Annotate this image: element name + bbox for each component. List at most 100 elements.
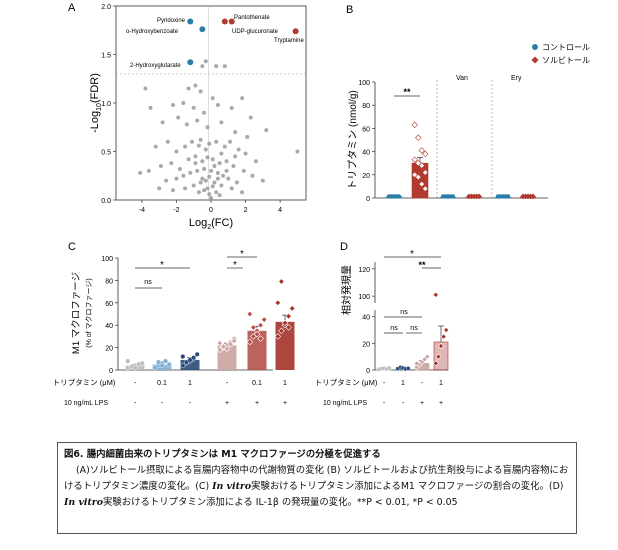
panel-c-bars <box>125 278 296 371</box>
data-point <box>386 365 392 371</box>
volcano-point <box>138 170 143 175</box>
panel-b-ylabel: トリプタミン (nmol/g) <box>347 90 359 189</box>
volcano-point <box>164 178 169 183</box>
data-point <box>432 291 439 298</box>
volcano-point <box>198 89 203 94</box>
volcano-point <box>226 176 231 181</box>
panel-d-condition-rows: - - 1 - - +1 + <box>383 380 443 407</box>
volcano-point <box>158 164 163 169</box>
volcano-point <box>240 96 245 101</box>
y-tick-label: 0.5 <box>101 150 111 157</box>
condition-tryptamine: 0.1 <box>252 380 262 387</box>
condition-lps: + <box>255 400 259 407</box>
volcano-point <box>193 161 198 166</box>
data-point <box>440 333 447 340</box>
bar <box>411 162 429 199</box>
panel-a-y-ticks: 0.0 0.5 1.0 1.5 2.0 <box>101 4 116 205</box>
sorbitol-point <box>415 173 422 181</box>
volcano-point <box>195 118 200 123</box>
volcano-point <box>229 105 234 110</box>
volcano-point <box>215 176 220 181</box>
caption-invitro-2: In vitro <box>64 497 103 508</box>
condition-tryptamine: - <box>383 380 386 387</box>
condition-lps: + <box>420 400 424 407</box>
volcano-point <box>186 157 191 162</box>
y-tick-label: 0 <box>366 196 370 203</box>
volcano-point <box>196 190 201 195</box>
volcano-point <box>207 141 212 146</box>
volcano-point <box>210 184 215 189</box>
volcano-point <box>174 176 179 181</box>
volcano-point <box>184 122 189 127</box>
sig-label-c2: * <box>240 249 244 260</box>
panel-c-y-ticks: 0 20 40 60 80 100 <box>101 256 118 375</box>
data-point <box>246 338 254 346</box>
condition-tryptamine: 1 <box>439 380 443 387</box>
volcano-point <box>248 115 253 120</box>
panel-a-points <box>138 59 300 201</box>
volcano-point <box>222 144 227 149</box>
volcano-point <box>215 170 220 175</box>
volcano-point <box>221 173 226 178</box>
volcano-point <box>264 128 269 133</box>
data-point <box>257 321 264 329</box>
volcano-point <box>234 180 239 185</box>
x-tick-label: 0 <box>209 207 213 214</box>
control-point <box>505 194 511 199</box>
volcano-highlight-point <box>187 18 194 25</box>
sorbitol-point <box>530 193 536 200</box>
panel-d-row1-label: トリプタミン (μM) <box>315 378 378 387</box>
volcano-point <box>233 130 238 135</box>
figure-caption: 図6. 腸内細菌由来のトリプタミンは M1 マクロファージの分極を促進する (A… <box>57 442 577 534</box>
data-point <box>424 353 431 360</box>
y-tick-label: 100 <box>358 80 370 87</box>
bar <box>180 359 200 370</box>
condition-tryptamine: - <box>134 380 137 387</box>
volcano-point <box>224 168 229 173</box>
sorbitol-point <box>415 134 422 141</box>
panel-d-row2-label: 10 ng/mL LPS <box>323 400 367 407</box>
panel-c-letter: C <box>68 241 76 253</box>
volcano-point <box>243 151 248 156</box>
volcano-point <box>295 149 300 154</box>
panel-c-condition-rows: - - 0.1 - 1 - - +0.1 +1 + <box>134 380 287 407</box>
volcano-point <box>200 159 205 164</box>
volcano-point <box>157 186 162 191</box>
volcano-point <box>188 170 193 175</box>
condition-tryptamine: - <box>421 380 424 387</box>
volcano-point <box>181 173 186 178</box>
condition-tryptamine: 0.1 <box>157 380 167 387</box>
panel-c: C 0 20 40 60 80 100 * ns * * M1 マクロファージ (% of… <box>53 241 296 407</box>
volcano-point <box>219 183 224 188</box>
data-point <box>443 326 450 334</box>
data-point <box>281 319 289 327</box>
y-tick-label: 120 <box>358 267 370 274</box>
panel-a: A 0.0 0.5 1.0 1.5 2.0 -4 -2 0 2 4 Pyridoxine o-H… <box>68 2 307 231</box>
panel-d-y-ticks: 0 20 40 100 120 <box>358 267 375 375</box>
panel-c-ylabel: M1 マクロファージ <box>71 272 82 354</box>
sorbitol-point <box>418 162 425 169</box>
y-tick-label: 20 <box>105 346 113 353</box>
volcano-point <box>200 64 205 69</box>
caption-body: (A)ソルビトール摂取による盲腸内容物中の代謝物質の変化 (B) ソルビトールお… <box>64 463 570 511</box>
figure: A 0.00.51.01.52.0 -4 -2 0 2 4 Pyridoxine o-H… <box>53 2 590 407</box>
sorbitol-point <box>422 185 429 192</box>
label-pantothenate: Pantothenate <box>234 15 270 21</box>
volcano-point <box>210 96 215 101</box>
caption-invitro-1: In vitro <box>212 481 252 492</box>
panel-d-bars <box>376 291 450 372</box>
volcano-point <box>181 101 186 105</box>
legend-control-marker <box>532 44 538 50</box>
group-label-ery: Ery <box>511 75 522 82</box>
volcano-point <box>210 157 215 162</box>
volcano-point <box>191 105 196 110</box>
data-point <box>216 339 224 347</box>
label-hydroxybenzoate: o-Hydroxybenzoate <box>126 29 179 35</box>
legend-sorbitol-marker <box>531 56 539 64</box>
control-point <box>396 194 402 199</box>
data-point <box>405 366 411 371</box>
data-point <box>163 358 169 364</box>
panel-a-x-ticks: -4 -2 0 2 4 <box>139 200 282 214</box>
condition-lps: - <box>402 400 405 407</box>
data-point <box>180 363 186 369</box>
